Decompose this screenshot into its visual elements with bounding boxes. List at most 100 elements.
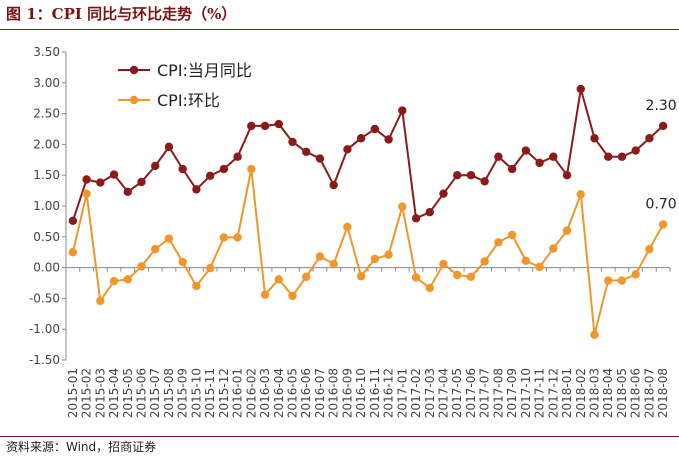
x-tick-label: 2016-08 — [327, 368, 341, 418]
data-point — [398, 106, 407, 115]
y-tick-label: 3.00 — [33, 76, 60, 90]
x-tick-label: 2016-03 — [258, 368, 272, 418]
x-tick-label: 2016-11 — [368, 368, 382, 418]
x-tick-label: 2015-05 — [121, 368, 135, 418]
data-point — [453, 171, 462, 180]
x-tick-label: 2015-07 — [148, 368, 162, 418]
data-point — [466, 171, 476, 180]
data-point — [233, 152, 242, 161]
x-tick-label: 2017-08 — [491, 368, 505, 418]
series-mom — [68, 164, 668, 339]
data-point — [219, 233, 229, 242]
data-point — [82, 189, 91, 198]
x-tick-label: 2017-05 — [450, 368, 464, 418]
data-point — [535, 262, 544, 272]
data-point — [466, 272, 476, 282]
y-tick-label: 0.00 — [33, 261, 60, 275]
y-axis: 3.50 3.00 2.50 2.00 1.50 1.00 0.50 0.00 -0.50 -1.… — [29, 45, 67, 367]
data-point — [658, 220, 668, 229]
title-rule — [0, 29, 679, 30]
data-point — [617, 152, 627, 161]
legend-label: CPI:环比 — [157, 91, 220, 110]
data-point — [439, 259, 448, 269]
x-tick-label: 2017-06 — [464, 368, 478, 418]
data-point — [439, 189, 448, 198]
data-point — [219, 164, 229, 174]
data-point — [274, 119, 283, 129]
data-point — [398, 202, 407, 211]
yoy-end-label: 2.30 — [646, 98, 677, 114]
data-point — [96, 296, 105, 306]
data-point — [604, 152, 613, 161]
data-point — [123, 187, 132, 197]
x-tick-label: 2016-04 — [272, 368, 286, 418]
x-tick-label: 2017-01 — [395, 368, 409, 418]
data-point — [549, 152, 558, 161]
y-tick-label: -0.50 — [29, 291, 60, 305]
x-tick-label: 2017-07 — [478, 368, 492, 418]
data-point — [425, 283, 434, 293]
x-tick-label: 2015-04 — [107, 368, 121, 418]
x-tick-label: 2017-10 — [519, 368, 533, 418]
x-tick-label: 2017-03 — [423, 368, 437, 418]
data-point — [178, 257, 187, 267]
data-point — [329, 180, 338, 190]
data-point — [205, 264, 215, 273]
data-point — [233, 233, 242, 242]
x-tick-label: 2016-05 — [286, 368, 300, 418]
data-point — [453, 270, 462, 280]
x-tick-label: 2017-02 — [409, 368, 423, 418]
x-tick-label: 2015-09 — [176, 368, 190, 418]
cpi-line-chart: 3.50 3.00 2.50 2.00 1.50 1.00 0.50 0.00 -0.50 -1.… — [29, 45, 677, 418]
data-point — [260, 290, 270, 299]
data-point — [576, 190, 585, 199]
data-point — [151, 161, 160, 171]
x-tick-label: 2017-11 — [533, 368, 547, 418]
data-point — [247, 121, 256, 131]
chart-title: 图 1：CPI 同比与环比走势（%） — [6, 5, 237, 23]
data-point — [356, 134, 366, 143]
data-point — [164, 234, 174, 243]
data-point — [507, 164, 517, 174]
x-tick-label: 2015-10 — [189, 368, 203, 418]
y-tick-label: 2.50 — [33, 107, 60, 121]
data-point — [494, 152, 503, 161]
data-point — [535, 158, 544, 168]
data-point — [521, 146, 531, 155]
data-point — [590, 134, 599, 143]
x-tick-label: 2018-07 — [642, 368, 656, 418]
series-layer — [68, 84, 668, 339]
data-point — [178, 164, 187, 174]
data-point — [192, 185, 201, 194]
x-tick-label: 2018-06 — [629, 368, 643, 418]
x-tick-label: 2016-06 — [299, 368, 313, 418]
data-point — [562, 171, 572, 180]
x-tick-label: 2018-04 — [601, 368, 615, 418]
y-tick-label: 2.00 — [33, 137, 60, 151]
data-point — [288, 291, 297, 301]
x-tick-label: 2017-04 — [437, 368, 451, 418]
data-point — [343, 222, 352, 232]
legend-swatch-marker — [129, 95, 139, 105]
data-point — [315, 154, 325, 163]
x-tick-label: 2018-03 — [588, 368, 602, 418]
data-point — [549, 244, 558, 253]
data-point — [562, 226, 572, 235]
data-point — [164, 142, 174, 152]
y-tick-label: 1.50 — [33, 168, 60, 182]
data-point — [302, 147, 311, 156]
data-point — [329, 259, 338, 269]
x-tick-label: 2018-01 — [560, 368, 574, 418]
data-point — [109, 170, 119, 179]
data-point — [631, 146, 640, 155]
x-tick-label: 2015-06 — [135, 368, 149, 418]
data-point — [96, 178, 105, 187]
data-point — [617, 276, 627, 285]
data-point — [384, 135, 393, 144]
data-point — [631, 270, 640, 279]
legend-swatch-marker — [129, 65, 139, 75]
data-point — [356, 272, 366, 281]
data-point — [576, 84, 585, 94]
data-point — [274, 275, 283, 284]
data-point — [205, 171, 215, 181]
